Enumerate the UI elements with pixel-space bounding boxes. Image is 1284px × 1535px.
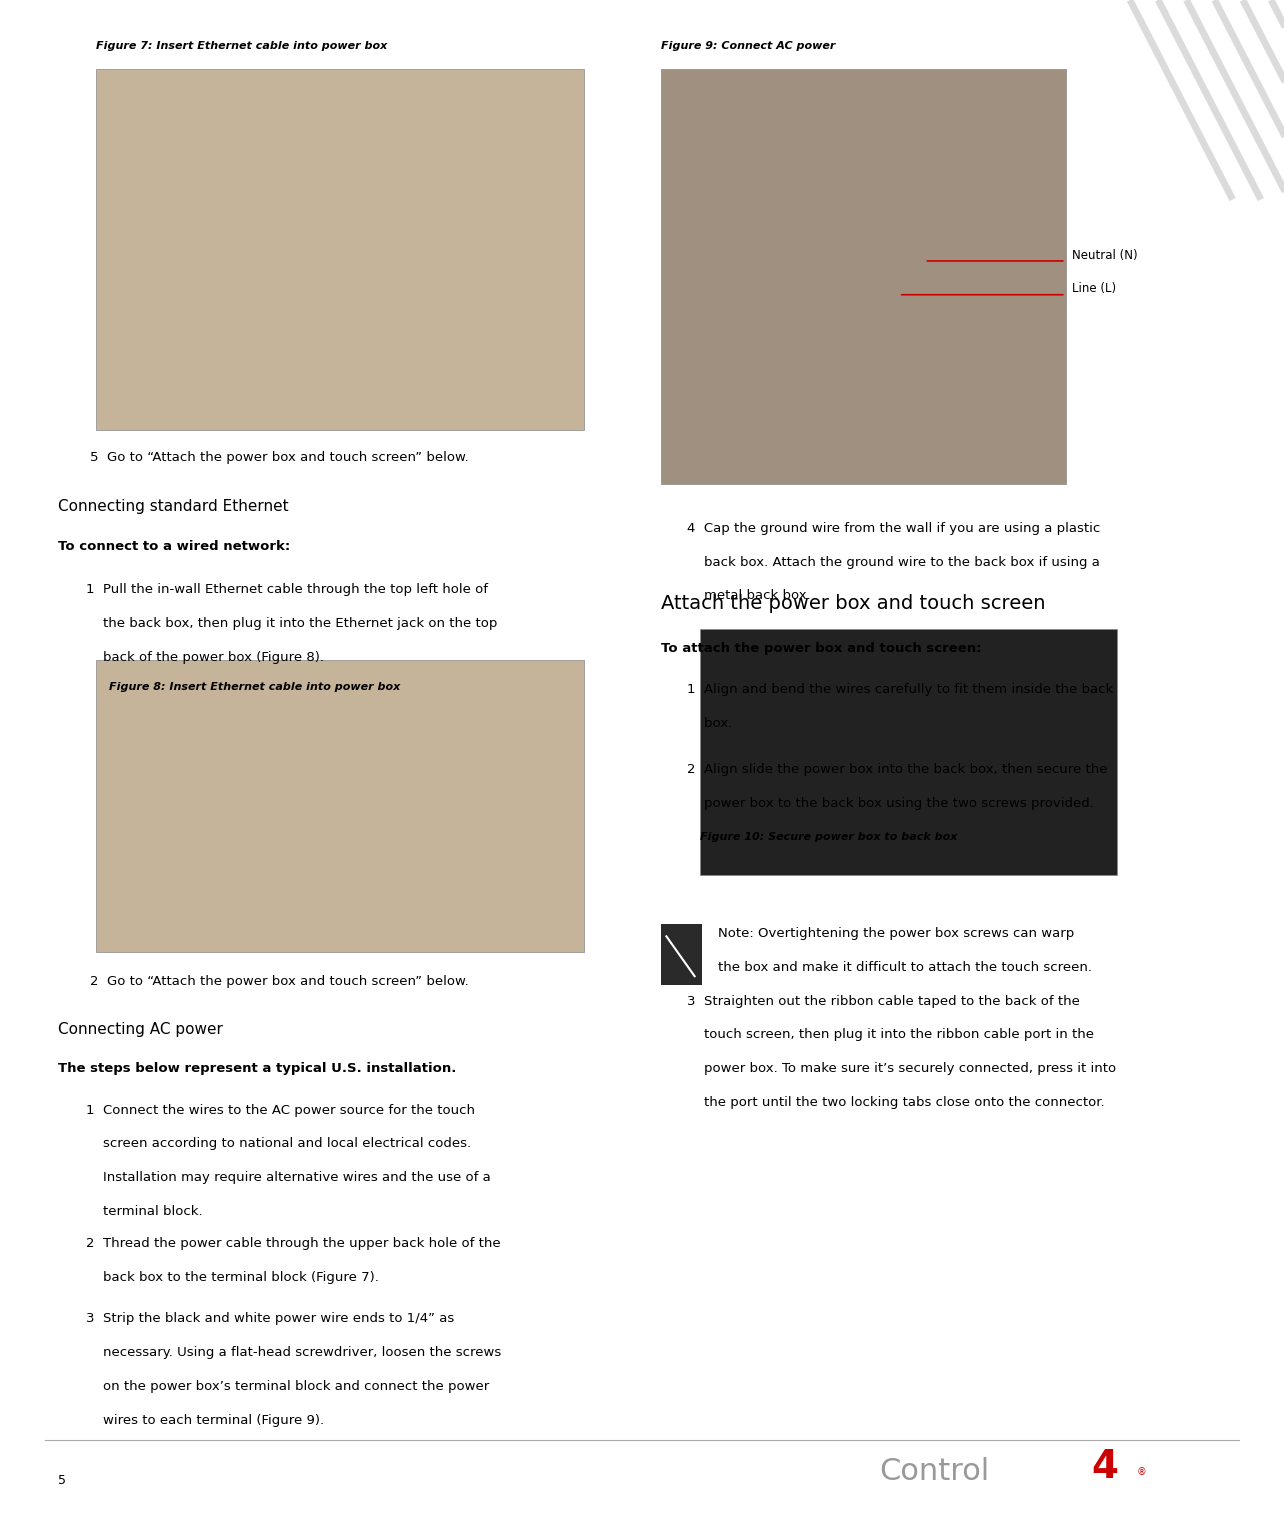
Text: Note: Overtightening the power box screws can warp: Note: Overtightening the power box screw… [718,927,1073,939]
Text: Connecting AC power: Connecting AC power [58,1022,222,1038]
Text: To attach the power box and touch screen:: To attach the power box and touch screen… [661,642,982,654]
Text: back box to the terminal block (Figure 7).: back box to the terminal block (Figure 7… [86,1271,379,1283]
Text: power box. To make sure it’s securely connected, press it into: power box. To make sure it’s securely co… [687,1062,1116,1074]
Text: back box. Attach the ground wire to the back box if using a: back box. Attach the ground wire to the … [687,556,1100,568]
Text: 3  Straighten out the ribbon cable taped to the back of the: 3 Straighten out the ribbon cable taped … [687,995,1080,1007]
Text: The steps below represent a typical U.S. installation.: The steps below represent a typical U.S.… [58,1062,456,1074]
Text: Line (L): Line (L) [1072,282,1116,295]
Text: Figure 9: Connect AC power: Figure 9: Connect AC power [661,41,836,52]
Text: necessary. Using a flat-head screwdriver, loosen the screws: necessary. Using a flat-head screwdriver… [86,1346,501,1358]
Text: 4: 4 [1091,1448,1118,1486]
Text: on the power box’s terminal block and connect the power: on the power box’s terminal block and co… [86,1380,489,1392]
Text: 5  Go to “Attach the power box and touch screen” below.: 5 Go to “Attach the power box and touch … [90,451,469,464]
Text: the box and make it difficult to attach the touch screen.: the box and make it difficult to attach … [718,961,1091,973]
Text: 1  Pull the in-wall Ethernet cable through the top left hole of: 1 Pull the in-wall Ethernet cable throug… [86,583,488,596]
Text: 2  Align slide the power box into the back box, then secure the: 2 Align slide the power box into the bac… [687,763,1107,775]
Text: metal back box.: metal back box. [687,589,810,602]
Text: 5: 5 [58,1474,65,1486]
Text: back of the power box (Figure 8).: back of the power box (Figure 8). [86,651,324,663]
Text: 1  Connect the wires to the AC power source for the touch: 1 Connect the wires to the AC power sour… [86,1104,475,1116]
Text: 4  Cap the ground wire from the wall if you are using a plastic: 4 Cap the ground wire from the wall if y… [687,522,1100,534]
Bar [661,69,1066,484]
Text: 1  Align and bend the wires carefully to fit them inside the back: 1 Align and bend the wires carefully to … [687,683,1113,695]
Text: Neutral (N): Neutral (N) [1072,249,1138,261]
Bar [661,924,702,985]
Text: the back box, then plug it into the Ethernet jack on the top: the back box, then plug it into the Ethe… [86,617,497,629]
Text: 3  Strip the black and white power wire ends to 1/4” as: 3 Strip the black and white power wire e… [86,1312,455,1325]
Text: terminal block.: terminal block. [86,1205,203,1217]
Text: the port until the two locking tabs close onto the connector.: the port until the two locking tabs clos… [687,1096,1104,1108]
Text: wires to each terminal (Figure 9).: wires to each terminal (Figure 9). [86,1414,324,1426]
Text: 2  Go to “Attach the power box and touch screen” below.: 2 Go to “Attach the power box and touch … [90,975,469,987]
Bar [96,660,584,952]
Text: Attach the power box and touch screen: Attach the power box and touch screen [661,594,1045,612]
Text: Control: Control [880,1457,990,1486]
Text: To connect to a wired network:: To connect to a wired network: [58,540,290,553]
Text: Figure 10: Secure power box to back box: Figure 10: Secure power box to back box [700,832,957,843]
Text: Connecting standard Ethernet: Connecting standard Ethernet [58,499,289,514]
Text: box.: box. [687,717,732,729]
Text: Figure 8: Insert Ethernet cable into power box: Figure 8: Insert Ethernet cable into pow… [109,682,401,692]
Text: screen according to national and local electrical codes.: screen according to national and local e… [86,1137,471,1150]
Text: touch screen, then plug it into the ribbon cable port in the: touch screen, then plug it into the ribb… [687,1028,1094,1041]
Bar [96,69,584,430]
Text: Figure 7: Insert Ethernet cable into power box: Figure 7: Insert Ethernet cable into pow… [96,41,388,52]
Text: ®: ® [1136,1467,1147,1478]
Text: power box to the back box using the two screws provided.: power box to the back box using the two … [687,797,1094,809]
Bar [700,629,1117,875]
Text: Installation may require alternative wires and the use of a: Installation may require alternative wir… [86,1171,490,1183]
Text: 2  Thread the power cable through the upper back hole of the: 2 Thread the power cable through the upp… [86,1237,501,1249]
